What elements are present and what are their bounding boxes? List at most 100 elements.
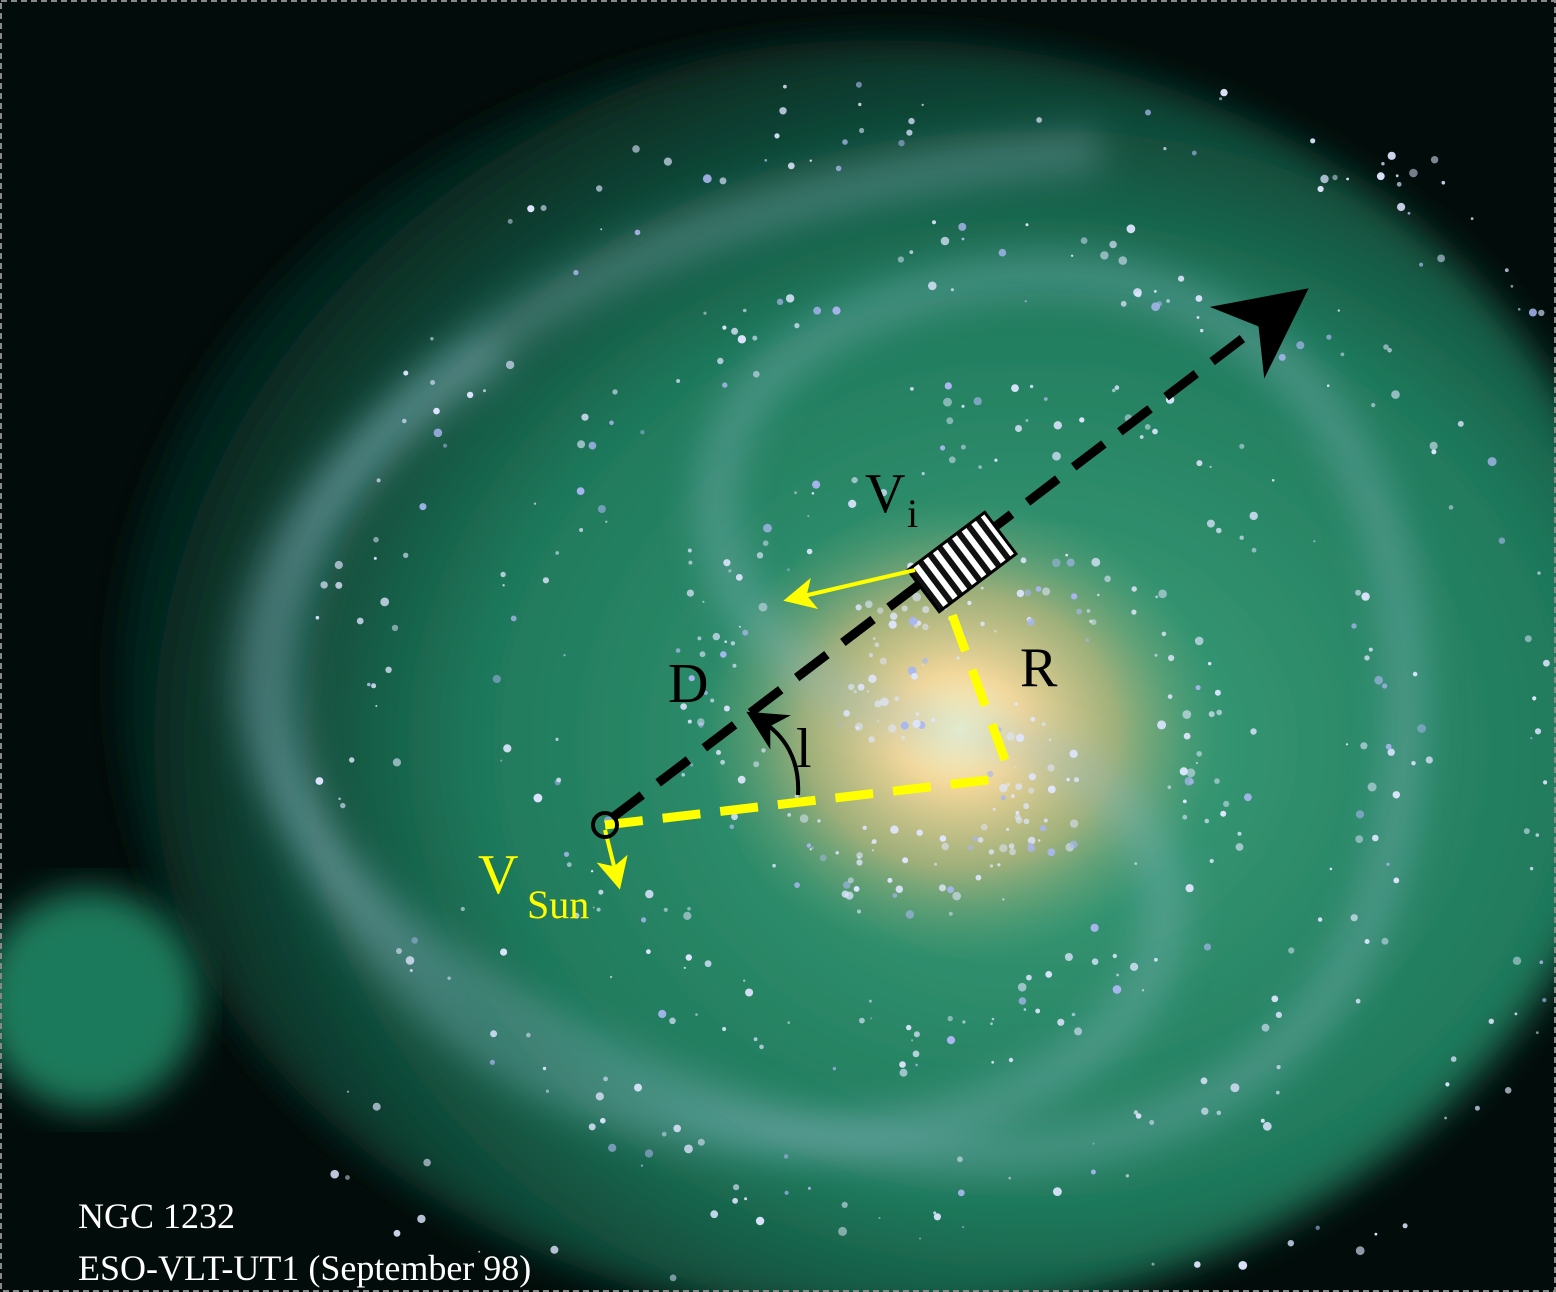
star	[460, 906, 465, 912]
star	[1045, 971, 1053, 978]
star	[855, 604, 862, 611]
star	[1275, 1090, 1280, 1095]
star	[573, 269, 579, 276]
star	[874, 700, 882, 708]
label-v: V	[865, 463, 905, 525]
star	[910, 387, 914, 391]
star	[989, 864, 994, 868]
star	[590, 870, 594, 873]
star	[1141, 989, 1145, 992]
star	[1016, 733, 1025, 743]
star	[1091, 958, 1099, 965]
star	[609, 975, 613, 979]
star	[906, 129, 913, 136]
star	[1011, 384, 1019, 392]
star	[646, 949, 651, 955]
star	[1183, 732, 1191, 740]
star	[634, 1083, 642, 1092]
star	[763, 523, 772, 533]
star	[764, 159, 768, 162]
star	[1168, 654, 1175, 662]
star	[1052, 451, 1061, 461]
star	[1066, 777, 1070, 782]
star	[1249, 511, 1258, 521]
star	[334, 560, 343, 570]
star	[1488, 1018, 1495, 1024]
star	[600, 1117, 606, 1124]
star	[373, 536, 379, 543]
star	[533, 793, 543, 803]
observed-region	[905, 510, 1019, 614]
star	[1204, 818, 1210, 824]
star	[779, 107, 787, 115]
star	[738, 625, 741, 628]
star	[961, 404, 965, 408]
star	[922, 623, 929, 631]
star	[1411, 761, 1416, 766]
star	[731, 327, 739, 335]
star	[1512, 956, 1522, 965]
star	[1381, 937, 1389, 945]
star	[669, 1274, 677, 1282]
star	[1364, 655, 1370, 661]
star	[785, 294, 795, 303]
star	[958, 222, 967, 231]
spiral-arm	[261, 130, 1186, 1158]
star	[977, 837, 984, 843]
star	[1387, 348, 1392, 353]
star	[409, 969, 413, 972]
star	[1043, 397, 1048, 401]
star	[1524, 635, 1532, 643]
star	[762, 540, 769, 546]
star	[1543, 780, 1548, 785]
star	[1517, 308, 1521, 311]
star	[367, 682, 371, 687]
star	[1262, 1121, 1272, 1131]
star	[576, 487, 585, 495]
star	[563, 654, 566, 657]
star	[911, 672, 918, 680]
star	[466, 391, 474, 399]
star	[338, 797, 341, 801]
star	[972, 835, 979, 842]
star	[722, 325, 727, 330]
star	[1392, 791, 1401, 799]
star	[417, 1214, 426, 1224]
star	[1355, 998, 1361, 1004]
star	[1167, 785, 1172, 789]
star	[1112, 985, 1122, 994]
star	[542, 577, 550, 584]
star	[1043, 818, 1048, 823]
star	[1260, 1118, 1265, 1123]
star	[1345, 743, 1349, 746]
star	[848, 683, 855, 691]
star	[868, 653, 874, 658]
star	[423, 1158, 431, 1167]
star	[505, 360, 515, 370]
star	[1008, 1176, 1012, 1180]
star	[598, 889, 604, 895]
star	[396, 948, 402, 954]
star	[843, 881, 851, 889]
star	[1220, 88, 1228, 97]
star	[1145, 109, 1151, 116]
star	[859, 127, 865, 134]
star	[994, 630, 997, 633]
star	[1201, 1107, 1209, 1115]
star	[940, 445, 946, 451]
star	[742, 308, 747, 313]
star	[1206, 519, 1215, 528]
star	[1386, 862, 1390, 866]
star	[1275, 1011, 1282, 1019]
star	[1251, 547, 1257, 553]
star	[729, 824, 735, 830]
star	[1223, 800, 1230, 808]
star	[809, 848, 812, 851]
star	[1002, 898, 1005, 901]
star	[1191, 150, 1197, 156]
star	[315, 777, 324, 785]
star	[1025, 223, 1029, 227]
star	[1498, 537, 1506, 544]
star	[1030, 716, 1036, 722]
star	[1041, 722, 1046, 727]
